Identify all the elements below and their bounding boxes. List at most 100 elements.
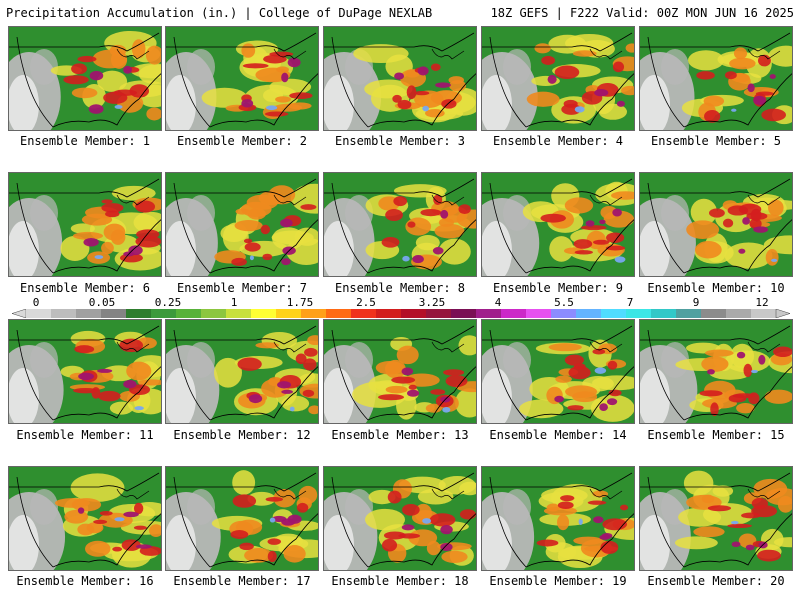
precip-field (166, 467, 318, 570)
precip-field (9, 320, 161, 423)
precip-field (324, 467, 476, 570)
colorbar-swatch (376, 309, 402, 318)
ensemble-map (323, 172, 477, 277)
ensemble-member-label: Ensemble Member: 14 (489, 428, 627, 442)
precip-field (9, 173, 161, 276)
ensemble-member-label: Ensemble Member: 11 (16, 428, 154, 442)
precip-field (640, 27, 792, 130)
colorbar-swatch (726, 309, 752, 318)
ensemble-member-label: Ensemble Member: 17 (173, 574, 311, 588)
colorbar-tick-label: 12 (755, 296, 769, 309)
colorbar-swatch (626, 309, 652, 318)
precip-field (640, 173, 792, 276)
ensemble-map (481, 319, 635, 424)
colorbar-swatch (501, 309, 527, 318)
colorbar-tick-label: 3.25 (418, 296, 446, 309)
ensemble-map (8, 26, 162, 131)
colorbar-swatch (476, 309, 502, 318)
colorbar-tick-label: 1.75 (286, 296, 314, 309)
ensemble-map (165, 26, 319, 131)
colorbar-tick-label: 7 (626, 296, 634, 309)
colorbar-swatch (401, 309, 427, 318)
precip-field (9, 467, 161, 570)
colorbar-swatch (551, 309, 577, 318)
run-info: 18Z GEFS | F222 Valid: 00Z MON JUN 16 20… (490, 6, 794, 20)
colorbar-swatch (751, 309, 777, 318)
colorbar-tick-label: 9 (692, 296, 700, 309)
ensemble-map (639, 172, 793, 277)
ensemble-map (323, 466, 477, 571)
ensemble-map (639, 466, 793, 571)
ensemble-map (481, 26, 635, 131)
colorbar-swatch (151, 309, 177, 318)
page-title: Precipitation Accumulation (in.) | Colle… (6, 6, 433, 20)
ensemble-member-label: Ensemble Member: 10 (647, 281, 785, 295)
ensemble-member-label: Ensemble Member: 16 (16, 574, 154, 588)
colorbar-swatch (526, 309, 552, 318)
ensemble-member-label: Ensemble Member: 8 (334, 281, 466, 295)
precip-field (166, 27, 318, 130)
ensemble-map (8, 319, 162, 424)
ensemble-member-label: Ensemble Member: 4 (492, 134, 624, 148)
colorbar-swatch (451, 309, 477, 318)
colorbar-swatch (576, 309, 602, 318)
precip-field (324, 320, 476, 423)
colorbar-swatch (176, 309, 202, 318)
ensemble-member-label: Ensemble Member: 12 (173, 428, 311, 442)
ensemble-map (165, 466, 319, 571)
colorbar-swatch (326, 309, 352, 318)
ensemble-member-label: Ensemble Member: 2 (176, 134, 308, 148)
colorbar-swatch (201, 309, 227, 318)
colorbar-tick-label: 0.25 (154, 296, 182, 309)
ensemble-member-label: Ensemble Member: 18 (331, 574, 469, 588)
colorbar-left-arrow (12, 309, 27, 318)
ensemble-member-label: Ensemble Member: 6 (19, 281, 151, 295)
precip-field (166, 173, 318, 276)
ensemble-map (323, 319, 477, 424)
precip-field (482, 27, 634, 130)
precip-field (324, 27, 476, 130)
colorbar-swatch (126, 309, 152, 318)
colorbar-tick-label: 0.05 (88, 296, 116, 309)
colorbar-swatch (426, 309, 452, 318)
precip-field (482, 467, 634, 570)
ensemble-map (639, 26, 793, 131)
colorbar-swatch (601, 309, 627, 318)
precip-field (482, 320, 634, 423)
precip-field (640, 467, 792, 570)
precip-field (482, 173, 634, 276)
precip-field (324, 173, 476, 276)
colorbar-swatch (101, 309, 127, 318)
colorbar-swatch (276, 309, 302, 318)
ensemble-map (639, 319, 793, 424)
colorbar-swatch (251, 309, 277, 318)
colorbar-tick-label: 5.5 (554, 296, 574, 309)
colorbar-swatch (26, 309, 52, 318)
colorbar-swatch (651, 309, 677, 318)
precip-field (166, 320, 318, 423)
ensemble-member-label: Ensemble Member: 9 (492, 281, 624, 295)
ensemble-member-label: Ensemble Member: 7 (176, 281, 308, 295)
ensemble-member-label: Ensemble Member: 15 (647, 428, 785, 442)
ensemble-map (481, 466, 635, 571)
ensemble-map (165, 172, 319, 277)
ensemble-member-label: Ensemble Member: 3 (334, 134, 466, 148)
colorbar (12, 309, 790, 318)
ensemble-map (481, 172, 635, 277)
precip-field (640, 320, 792, 423)
ensemble-member-label: Ensemble Member: 1 (19, 134, 151, 148)
colorbar-tick-label: 0 (32, 296, 40, 309)
colorbar-swatch (351, 309, 377, 318)
ensemble-map (8, 172, 162, 277)
colorbar-tick-label: 1 (230, 296, 238, 309)
precip-field (9, 27, 161, 130)
colorbar-swatch (51, 309, 77, 318)
ensemble-map (165, 319, 319, 424)
ensemble-member-label: Ensemble Member: 13 (331, 428, 469, 442)
ensemble-member-label: Ensemble Member: 19 (489, 574, 627, 588)
ensemble-member-label: Ensemble Member: 5 (650, 134, 782, 148)
ensemble-map (323, 26, 477, 131)
colorbar-tick-label: 2.5 (356, 296, 376, 309)
colorbar-swatch (701, 309, 727, 318)
colorbar-swatch (676, 309, 702, 318)
